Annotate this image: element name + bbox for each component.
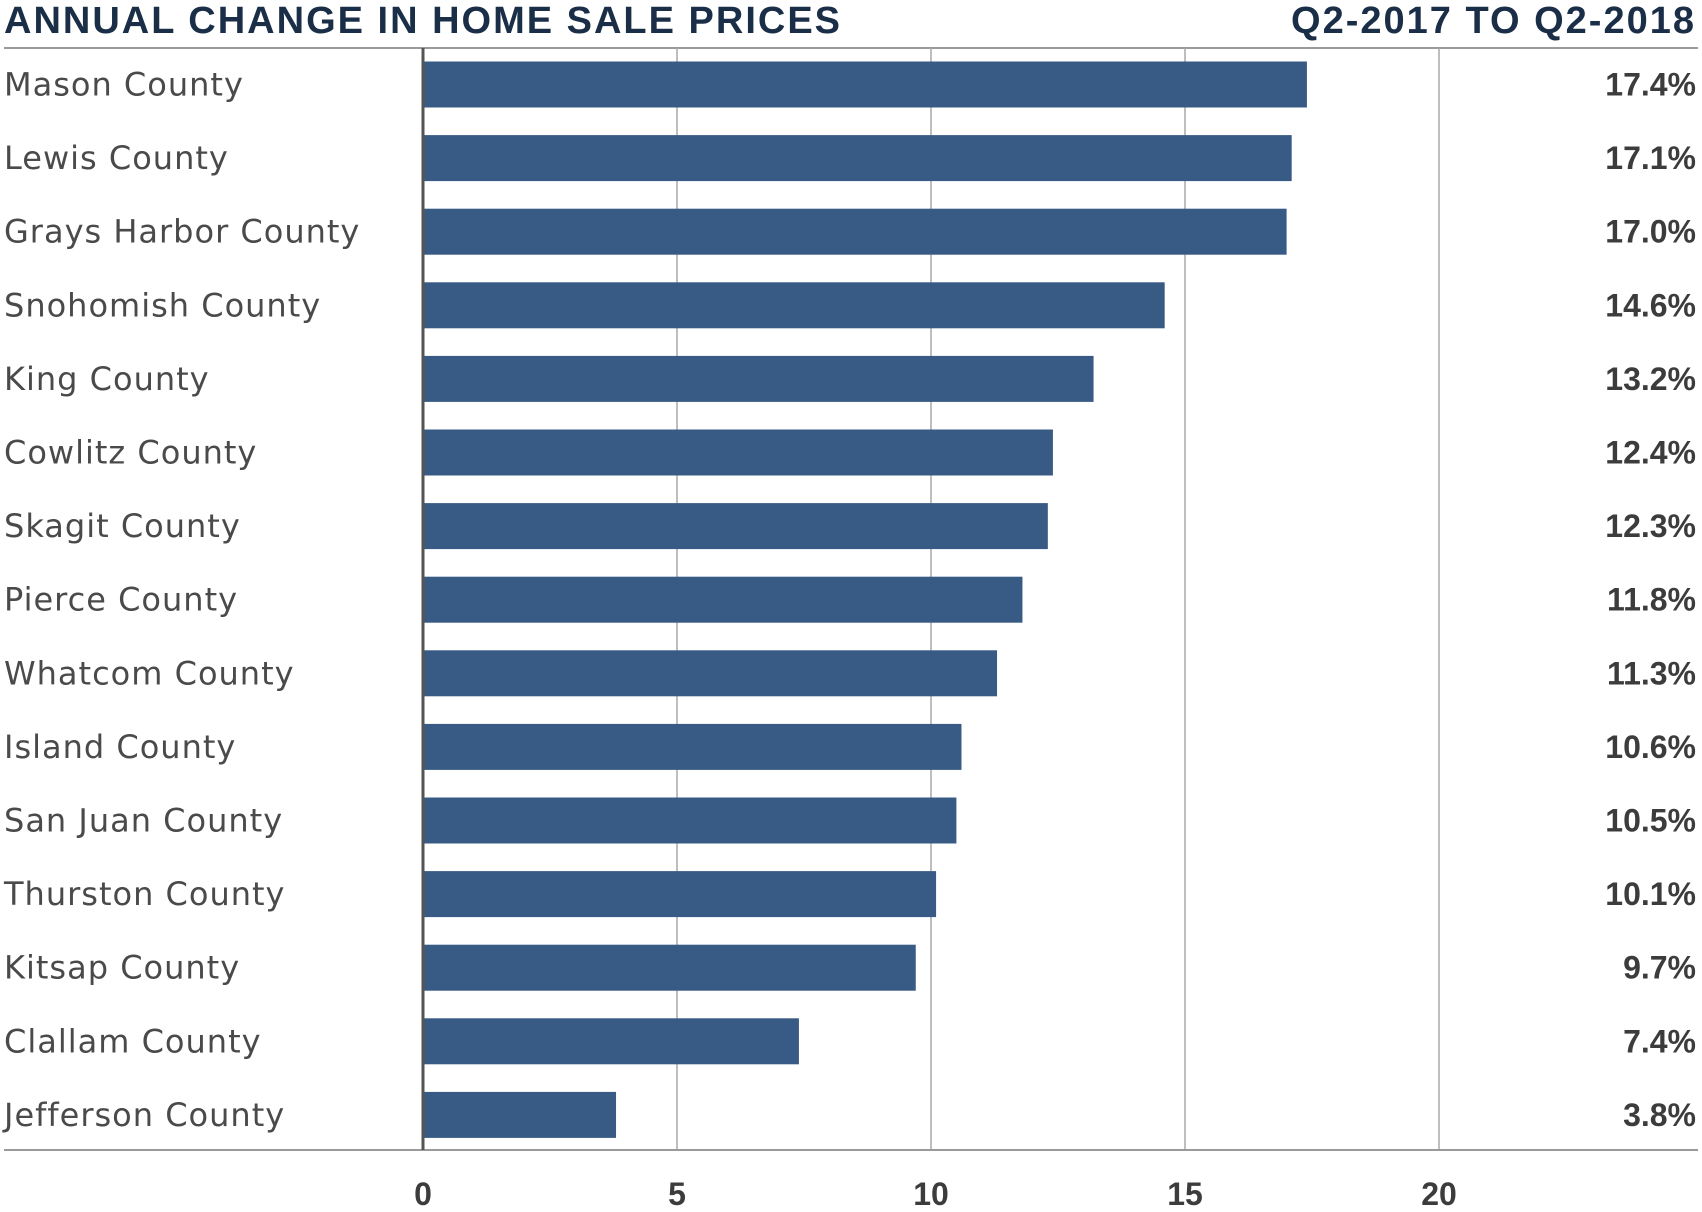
x-tick-label: 15 (1167, 1176, 1203, 1212)
category-label: Snohomish County (4, 286, 321, 324)
value-label: 11.3% (1607, 655, 1696, 691)
category-label: Lewis County (4, 139, 229, 177)
category-label: Cowlitz County (4, 434, 257, 472)
bar (423, 650, 998, 697)
value-label: 10.1% (1605, 876, 1696, 912)
category-label: Whatcom County (4, 654, 295, 692)
value-label: 12.4% (1605, 435, 1696, 471)
chart-subtitle: Q2-2017 TO Q2-2018 (1291, 0, 1696, 42)
bar (423, 282, 1165, 329)
value-labels: 17.4% 17.1% 17.0% 14.6% 13.2% 12.4% 12.3% 11.8%… (1605, 67, 1696, 1133)
category-label: Kitsap County (4, 949, 240, 987)
category-label: King County (4, 360, 210, 398)
bar (423, 871, 937, 918)
value-label: 10.5% (1605, 803, 1696, 839)
category-label: Thurston County (3, 875, 285, 913)
value-label: 13.2% (1605, 361, 1696, 397)
chart-title: ANNUAL CHANGE IN HOME SALE PRICES (4, 0, 842, 42)
bar (423, 429, 1053, 476)
bar (423, 723, 962, 770)
value-label: 3.8% (1623, 1097, 1696, 1133)
bar (423, 1091, 617, 1138)
category-label: Grays Harbor County (4, 213, 360, 251)
value-label: 10.6% (1605, 729, 1696, 765)
bar (423, 944, 916, 991)
category-label: Skagit County (4, 507, 241, 545)
x-tick-label: 5 (668, 1176, 686, 1212)
category-label: San Juan County (4, 802, 283, 840)
x-tick-label: 10 (913, 1176, 949, 1212)
category-label: Island County (4, 728, 236, 766)
bar (423, 135, 1292, 182)
value-label: 14.6% (1605, 287, 1696, 323)
bar (423, 355, 1094, 402)
value-label: 7.4% (1623, 1023, 1696, 1059)
value-label: 9.7% (1623, 950, 1696, 986)
value-label: 11.8% (1607, 582, 1696, 618)
bar (423, 208, 1287, 255)
category-label: Clallam County (4, 1022, 262, 1060)
category-labels: Mason County Lewis County Grays Harbor Cou… (2, 66, 360, 1134)
value-label: 17.0% (1605, 214, 1696, 250)
bars (423, 61, 1307, 1138)
value-label: 17.4% (1605, 67, 1696, 103)
value-label: 17.1% (1605, 140, 1696, 176)
bar (423, 576, 1023, 623)
x-tick-label: 20 (1421, 1176, 1457, 1212)
bar (423, 797, 957, 844)
x-tick-label: 0 (414, 1176, 432, 1212)
bar (423, 1018, 799, 1065)
category-label: Mason County (4, 66, 244, 104)
x-tick-labels: 0 5 10 15 20 (414, 1176, 1457, 1212)
category-label: Jefferson County (2, 1096, 285, 1134)
bar (423, 61, 1307, 108)
bar (423, 503, 1048, 550)
value-label: 12.3% (1605, 508, 1696, 544)
category-label: Pierce County (4, 581, 238, 619)
